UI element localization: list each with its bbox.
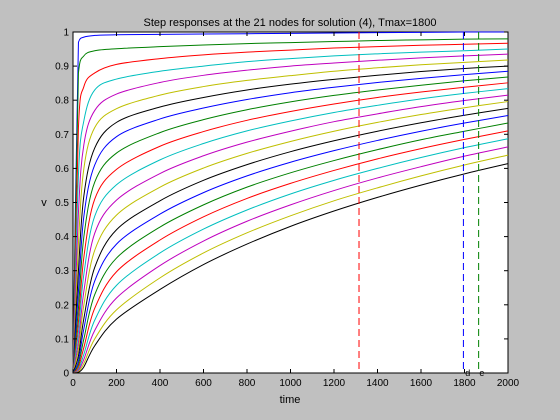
x-axis-label: time [280,394,301,406]
y-tick-label: 0.4 [55,232,69,243]
y-tick-label: 0.9 [55,62,69,73]
x-tick-label: 1400 [366,378,389,389]
y-tick-label: 0.3 [55,266,69,277]
x-tick-label: 1000 [279,378,302,389]
x-tick-label: 1800 [453,378,476,389]
y-tick-label: 0.2 [55,300,69,311]
series-line-17 [72,130,509,374]
series-line-18 [72,138,509,374]
y-tick-label: 0.5 [55,198,69,209]
chart-title: Step responses at the 21 nodes for solut… [143,17,436,29]
series-line-10 [72,82,509,374]
series-line-21 [72,163,509,374]
series-line-4 [72,48,509,374]
y-tick-label: 1 [63,28,69,39]
y-tick-label: 0 [63,369,69,380]
series-line-15 [72,115,509,374]
x-tick-label: 1600 [410,378,433,389]
x-tick-label: 800 [239,378,256,389]
plot-area [72,31,509,374]
x-tick-label: 200 [108,378,125,389]
x-tick-label: 1200 [323,378,346,389]
series-line-8 [72,70,509,374]
annotation-label-2: e [479,368,484,378]
y-tick-label: 0.7 [55,130,69,141]
y-tick-label: 0.8 [55,96,69,107]
x-tick-label: 400 [152,378,169,389]
series-line-16 [72,122,509,374]
x-tick-label: 0 [70,378,76,389]
x-tick-label: 600 [195,378,212,389]
y-axis-label: v [41,197,47,209]
series-line-3 [72,42,509,374]
vline-layer [358,32,480,373]
series-line-20 [72,154,509,374]
series-layer [72,31,509,374]
series-line-14 [72,107,509,374]
series-line-11 [72,88,509,374]
series-line-5 [72,53,509,374]
series-line-7 [72,65,509,374]
series-line-19 [72,146,509,374]
y-tick-label: 0.6 [55,164,69,175]
x-tick-label: 2000 [497,378,520,389]
series-line-13 [72,101,509,374]
series-line-12 [72,94,509,374]
series-line-2 [72,38,509,374]
y-tick-label: 0.1 [55,334,69,345]
tick-layer: 0 200 400 600 800 1000 1200 1400 1600 1800 2000 0 0.… [55,28,519,390]
annotation-label-1: d [465,368,470,378]
series-line-6 [72,59,509,374]
series-line-9 [72,76,509,374]
